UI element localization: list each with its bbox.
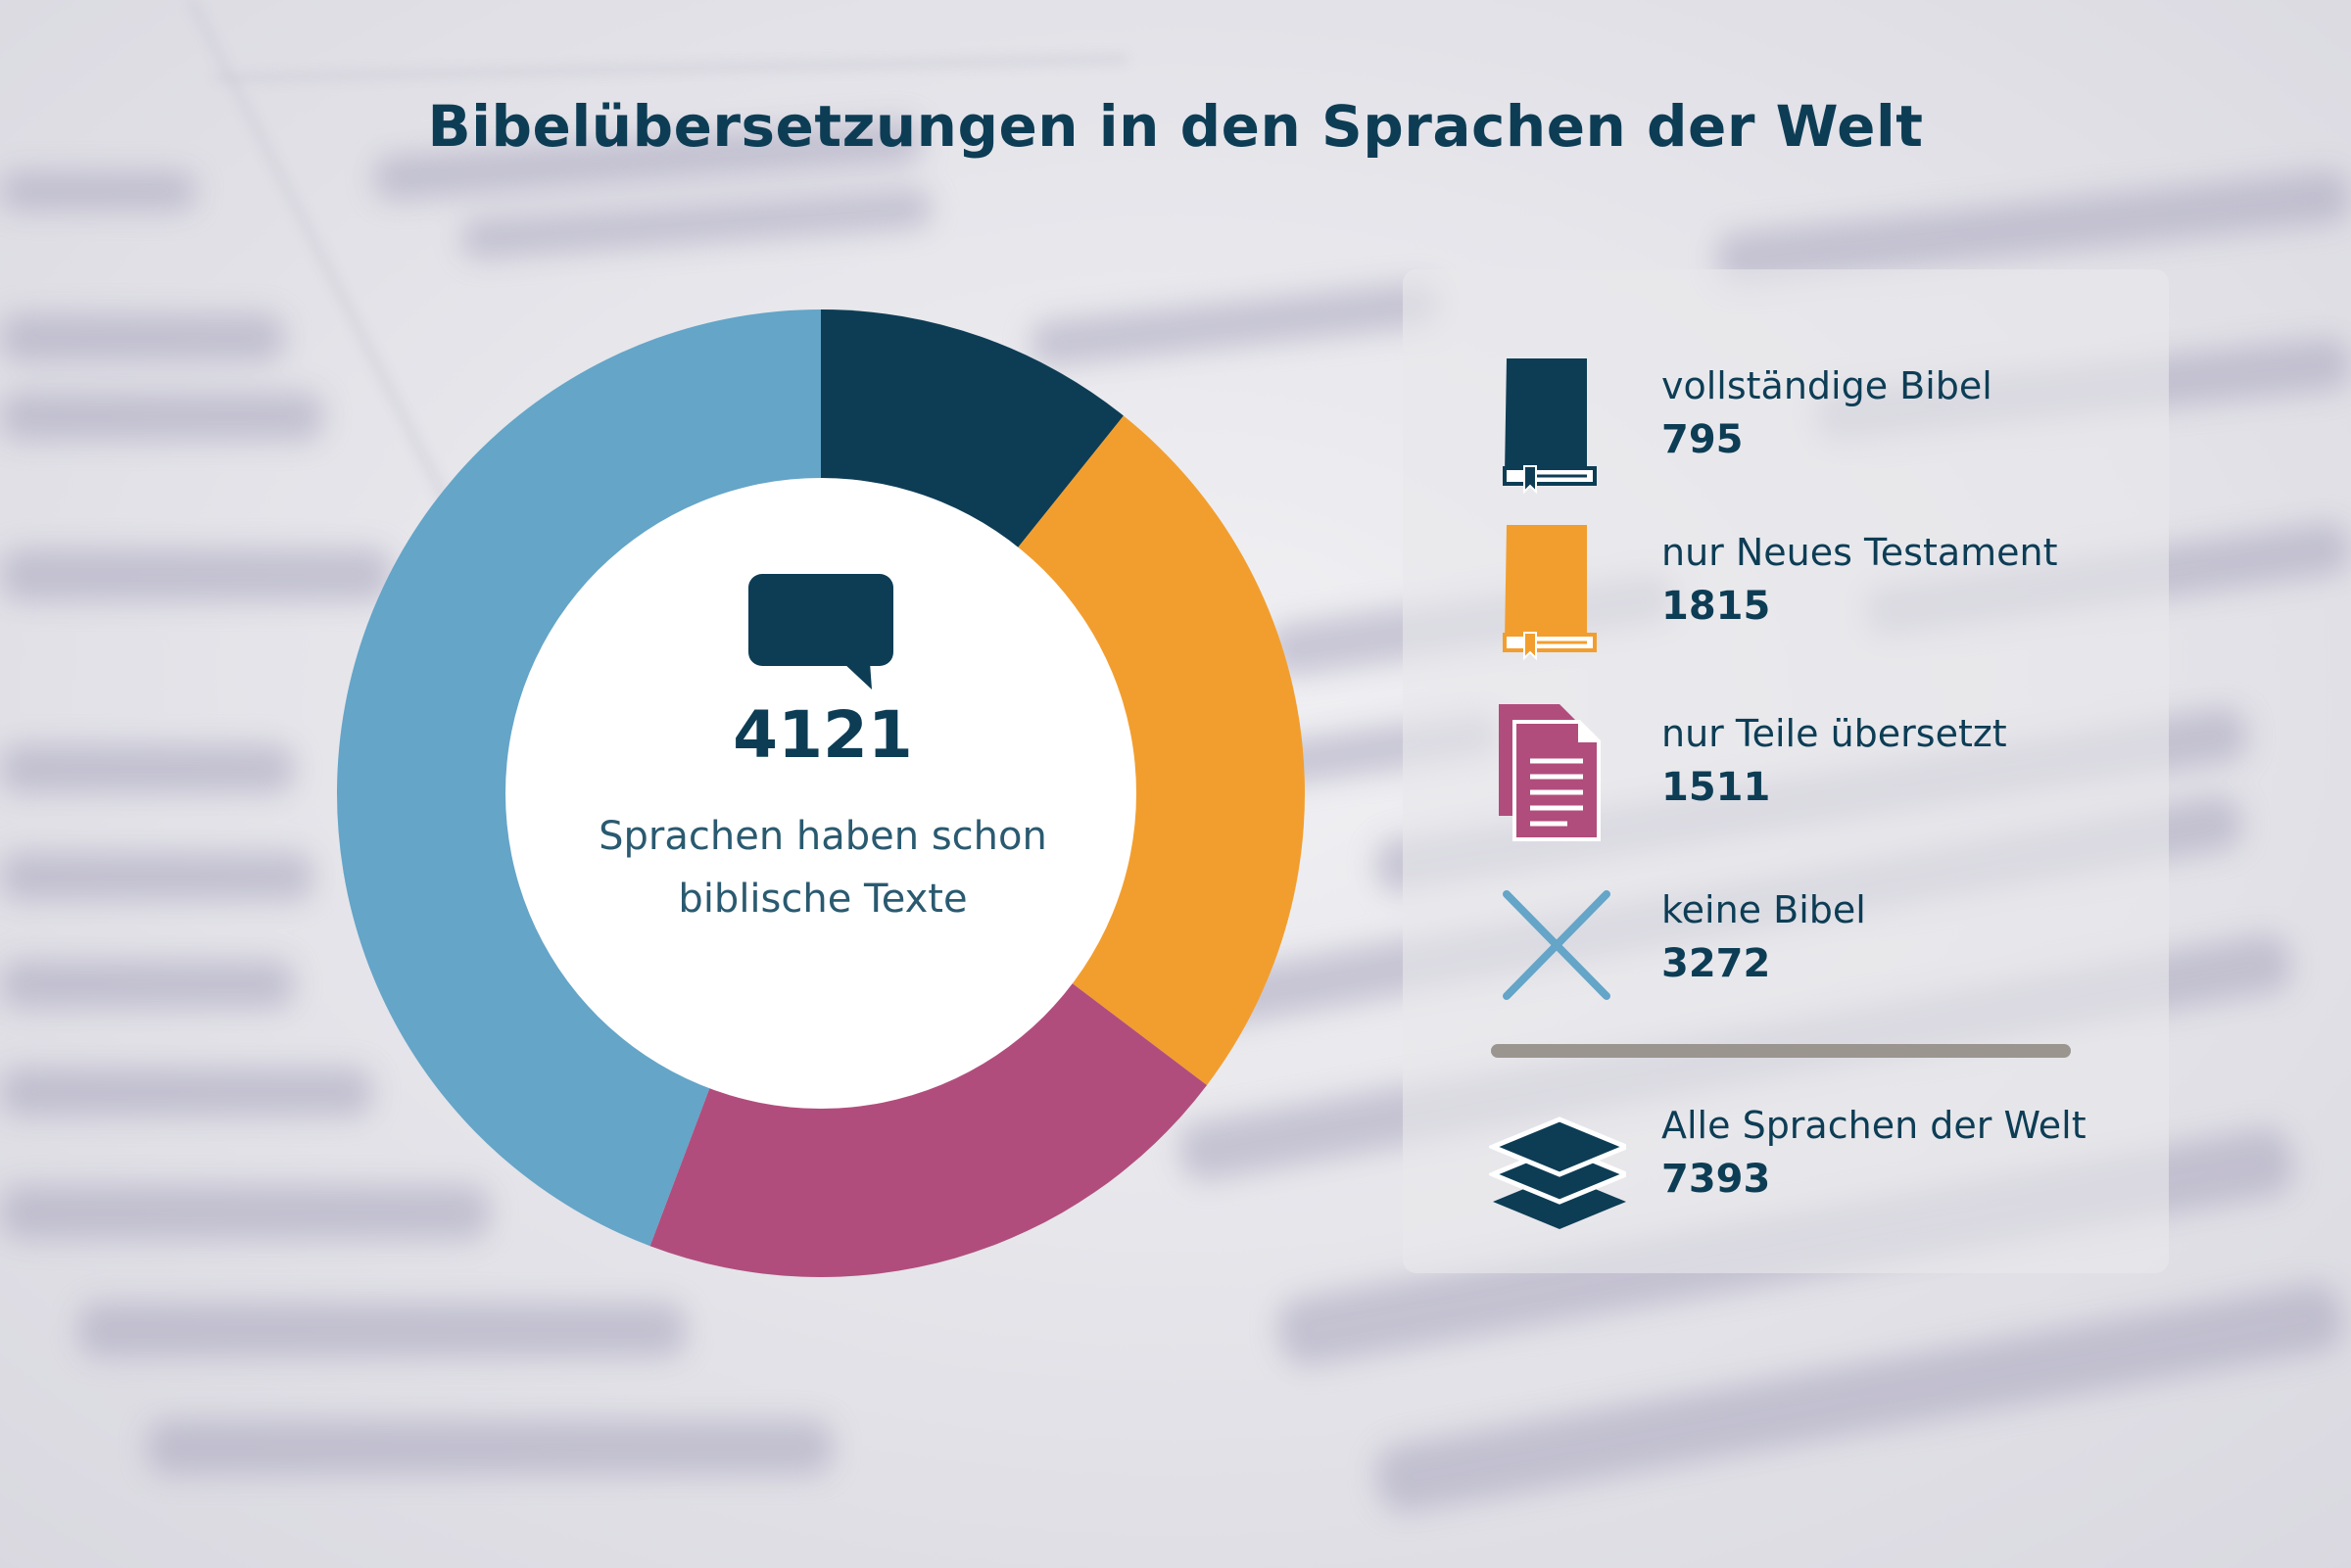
speech-bubble-icon (748, 574, 893, 689)
legend-label-no-bible: keine Bibel (1661, 888, 1866, 931)
center-text-line2: biblische Texte (678, 877, 968, 922)
donut-hole (505, 478, 1136, 1109)
book-icon (1503, 525, 1597, 661)
legend-item-all-languages: Alle Sprachen der Welt 7393 (1489, 1092, 2155, 1239)
legend-label-new-testament: nur Neues Testament (1661, 531, 2058, 574)
legend-label-partial: nur Teile übersetzt (1661, 712, 2007, 755)
legend-value-new-testament: 1815 (1661, 584, 1771, 629)
layers-icon (1489, 1117, 1626, 1229)
legend-item-no-bible: keine Bibel 3272 (1489, 877, 2155, 1023)
legend-divider (1491, 1044, 2071, 1058)
legend-value-no-bible: 3272 (1661, 941, 1771, 986)
legend-label-all-languages: Alle Sprachen der Welt (1661, 1104, 2087, 1147)
center-text-line1: Sprachen haben schon (599, 814, 1047, 859)
center-value: 4121 (733, 697, 913, 773)
legend-value-all-languages: 7393 (1661, 1157, 1771, 1202)
center-text: Sprachen haben schon biblische Texte (509, 805, 1136, 930)
legend-label-complete-bible: vollständige Bibel (1661, 364, 1992, 407)
legend-item-new-testament: nur Neues Testament 1815 (1489, 519, 2155, 666)
book-icon (1503, 358, 1597, 495)
legend-value-complete-bible: 795 (1661, 417, 1744, 462)
cross-icon (1503, 890, 1610, 1000)
legend-value-partial: 1511 (1661, 765, 1771, 810)
legend-item-complete-bible: vollständige Bibel 795 (1489, 353, 2155, 499)
chart-title: Bibelübersetzungen in den Sprachen der W… (427, 93, 1924, 160)
legend-item-partial: nur Teile übersetzt 1511 (1489, 700, 2155, 847)
documents-icon (1499, 704, 1601, 841)
